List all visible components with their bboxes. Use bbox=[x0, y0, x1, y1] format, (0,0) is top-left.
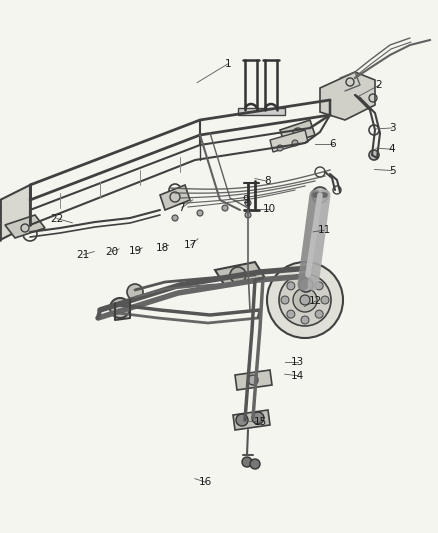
Circle shape bbox=[287, 310, 295, 318]
Circle shape bbox=[267, 262, 343, 338]
Text: 7: 7 bbox=[178, 203, 185, 213]
Polygon shape bbox=[320, 72, 375, 120]
Circle shape bbox=[245, 200, 251, 206]
Circle shape bbox=[321, 296, 329, 304]
Circle shape bbox=[287, 282, 295, 290]
Polygon shape bbox=[160, 185, 190, 210]
Circle shape bbox=[293, 288, 317, 312]
Text: 5: 5 bbox=[389, 166, 396, 175]
Circle shape bbox=[292, 140, 298, 146]
Polygon shape bbox=[238, 108, 285, 115]
Text: 19: 19 bbox=[129, 246, 142, 255]
Circle shape bbox=[172, 215, 178, 221]
Text: 11: 11 bbox=[318, 225, 331, 235]
Text: 3: 3 bbox=[389, 123, 396, 133]
Circle shape bbox=[315, 282, 323, 290]
Circle shape bbox=[222, 205, 228, 211]
Circle shape bbox=[301, 316, 309, 324]
Polygon shape bbox=[270, 130, 308, 152]
Polygon shape bbox=[233, 410, 270, 430]
Text: 8: 8 bbox=[264, 176, 271, 186]
Circle shape bbox=[230, 267, 246, 283]
Circle shape bbox=[301, 276, 309, 284]
Text: 6: 6 bbox=[329, 139, 336, 149]
Text: 17: 17 bbox=[184, 240, 197, 250]
Circle shape bbox=[236, 414, 248, 426]
Circle shape bbox=[250, 459, 260, 469]
Circle shape bbox=[315, 310, 323, 318]
Circle shape bbox=[252, 412, 264, 424]
Text: 9: 9 bbox=[242, 195, 249, 205]
Text: 4: 4 bbox=[389, 144, 396, 154]
Text: 14: 14 bbox=[291, 371, 304, 381]
Text: 12: 12 bbox=[309, 296, 322, 306]
Circle shape bbox=[281, 296, 289, 304]
Polygon shape bbox=[280, 120, 315, 145]
Circle shape bbox=[127, 284, 143, 300]
Text: 13: 13 bbox=[291, 358, 304, 367]
Polygon shape bbox=[5, 215, 45, 238]
Text: 21: 21 bbox=[77, 250, 90, 260]
Text: 22: 22 bbox=[50, 214, 64, 223]
Text: 16: 16 bbox=[199, 478, 212, 487]
Circle shape bbox=[312, 187, 328, 203]
Circle shape bbox=[277, 145, 283, 151]
Polygon shape bbox=[235, 370, 272, 390]
Circle shape bbox=[245, 212, 251, 218]
Circle shape bbox=[299, 278, 313, 292]
Text: 2: 2 bbox=[375, 80, 382, 90]
Circle shape bbox=[279, 274, 331, 326]
Circle shape bbox=[110, 298, 130, 318]
Polygon shape bbox=[215, 262, 265, 286]
Circle shape bbox=[369, 150, 379, 160]
Circle shape bbox=[197, 210, 203, 216]
Text: 10: 10 bbox=[263, 204, 276, 214]
Circle shape bbox=[242, 457, 252, 467]
Polygon shape bbox=[0, 185, 30, 240]
Text: 18: 18 bbox=[155, 243, 169, 253]
Text: 20: 20 bbox=[105, 247, 118, 256]
Circle shape bbox=[300, 295, 310, 305]
Text: 1: 1 bbox=[224, 59, 231, 69]
Text: 15: 15 bbox=[254, 417, 267, 427]
Circle shape bbox=[248, 375, 258, 385]
